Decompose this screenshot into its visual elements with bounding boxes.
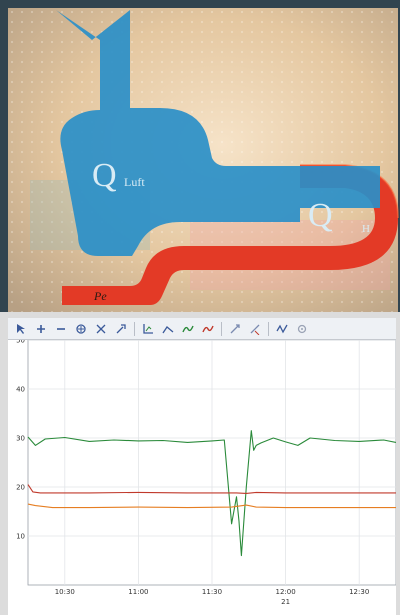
chart-toolbar [8, 318, 396, 340]
y-tick-label: 50 [16, 340, 25, 345]
toolbar-separator [268, 321, 269, 336]
y-tick-label: 20 [16, 484, 25, 492]
curve-icon[interactable] [275, 322, 289, 336]
zoom-in-icon[interactable] [34, 322, 48, 336]
zoom-fit-icon[interactable] [94, 322, 108, 336]
pan-icon[interactable] [74, 322, 88, 336]
trend-chart: 10 20 30 40 50 10:30 11:00 11:30 12:00 12:30 21 [8, 340, 396, 615]
trend-remove-icon[interactable] [201, 322, 215, 336]
series-line-3 [27, 503, 396, 509]
date-label: 21 [281, 598, 290, 606]
trend-icon[interactable] [181, 322, 195, 336]
y-tick-label: 10 [16, 533, 25, 541]
zoom-out-icon[interactable] [54, 322, 68, 336]
settings-icon[interactable] [295, 322, 309, 336]
trend-chart-svg: 10 20 30 40 50 10:30 11:00 11:30 12:00 12:30 21 [16, 340, 396, 606]
q-h-symbol: Q [308, 197, 333, 234]
cursor-remove-icon[interactable] [248, 322, 262, 336]
q-luft-subscript: Luft [124, 175, 145, 189]
x-tick-label: 12:30 [349, 588, 369, 596]
heat-flow-arrow [62, 165, 398, 305]
x-tick-label: 10:30 [55, 588, 75, 596]
pointer-icon[interactable] [114, 322, 128, 336]
q-luft-symbol: Q [92, 157, 117, 194]
axis-icon[interactable] [141, 322, 155, 336]
y-tick-label: 40 [16, 386, 25, 394]
chart-lines-icon[interactable] [161, 322, 175, 336]
toolbar-separator [221, 321, 222, 336]
air-flow-arrow [56, 10, 380, 256]
energy-flow-diagram: Q Luft Q H Pe [0, 0, 400, 312]
x-tick-label: 11:00 [128, 588, 148, 596]
y-tick-label: 30 [16, 435, 25, 443]
toolbar-separator [134, 321, 135, 336]
x-tick-label: 12:00 [276, 588, 296, 596]
series-line-2 [27, 484, 396, 494]
pe-label: Pe [93, 289, 107, 303]
series-line-1 [27, 430, 396, 557]
cursor-icon[interactable] [228, 322, 242, 336]
x-tick-label: 11:30 [202, 588, 222, 596]
select-icon[interactable] [14, 322, 28, 336]
q-h-subscript: H [362, 223, 370, 235]
